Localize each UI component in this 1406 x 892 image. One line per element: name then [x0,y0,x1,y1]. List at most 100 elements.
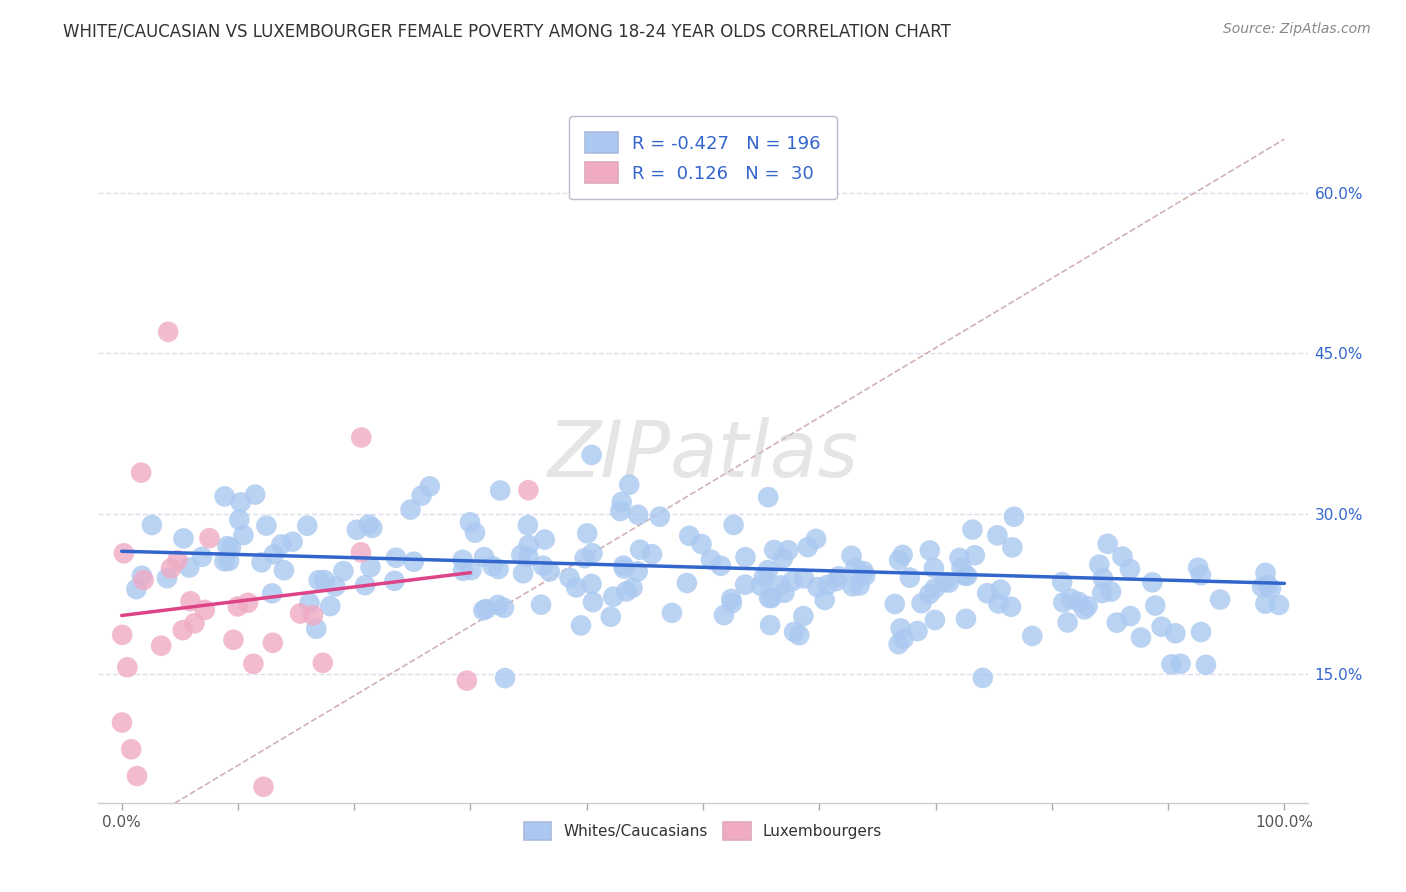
Point [354,578,377,592]
Point [924,582,946,596]
Point [314,573,336,587]
Point [953,568,976,582]
Point [242,657,264,671]
Point [281,534,304,549]
Point [129,466,152,480]
Point [360,560,382,574]
Point [229,495,252,509]
Point [817,578,839,592]
Point [1073,602,1095,616]
Point [252,780,274,794]
Point [312,656,335,670]
Point [166,553,188,567]
Point [489,483,512,498]
Point [117,660,139,674]
Point [488,562,510,576]
Point [793,571,815,585]
Point [853,568,876,582]
Point [1195,657,1218,672]
Point [1257,578,1279,592]
Text: Source: ZipAtlas.com: Source: ZipAtlas.com [1223,22,1371,37]
Point [1056,615,1078,630]
Point [120,742,142,756]
Point [700,552,723,566]
Point [308,573,330,587]
Point [1099,584,1122,599]
Point [156,571,179,585]
Point [218,554,240,568]
Point [924,613,946,627]
Point [761,591,783,605]
Point [756,563,779,577]
Point [749,579,772,593]
Point [898,571,921,585]
Point [494,671,516,685]
Point [399,502,422,516]
Point [1119,562,1142,576]
Point [582,595,605,609]
Point [883,597,905,611]
Point [769,578,792,592]
Point [778,543,800,558]
Point [1150,620,1173,634]
Point [481,559,503,574]
Point [852,564,875,578]
Point [1189,625,1212,640]
Point [734,550,756,565]
Point [517,483,540,498]
Point [157,325,180,339]
Point [844,561,866,575]
Point [245,487,267,501]
Point [569,618,592,632]
Point [262,636,284,650]
Point [1260,582,1282,596]
Point [806,580,828,594]
Point [131,568,153,582]
Point [825,574,848,588]
Point [1119,609,1142,624]
Point [613,561,636,575]
Point [250,555,273,569]
Point [1060,591,1083,606]
Point [990,582,1012,597]
Point [512,566,534,581]
Point [1130,631,1153,645]
Point [1021,629,1043,643]
Point [1144,599,1167,613]
Point [1170,657,1192,671]
Point [1105,615,1128,630]
Point [254,518,277,533]
Point [402,555,425,569]
Point [814,593,837,607]
Point [963,549,986,563]
Point [298,596,321,610]
Point [759,618,782,632]
Point [1164,626,1187,640]
Point [792,609,814,624]
Point [533,533,555,547]
Point [710,558,733,573]
Point [1097,537,1119,551]
Point [972,671,994,685]
Point [890,622,912,636]
Point [948,550,970,565]
Point [887,553,910,567]
Point [772,551,794,566]
Point [758,591,780,605]
Point [346,523,368,537]
Point [734,577,756,591]
Point [609,504,631,518]
Text: ZIPatlas: ZIPatlas [547,417,859,493]
Point [934,575,956,590]
Point [576,526,599,541]
Point [1091,586,1114,600]
Point [464,525,486,540]
Point [1142,575,1164,590]
Point [612,558,634,573]
Point [648,509,671,524]
Point [419,479,441,493]
Point [191,549,214,564]
Point [602,590,624,604]
Point [783,624,806,639]
Point [627,508,650,522]
